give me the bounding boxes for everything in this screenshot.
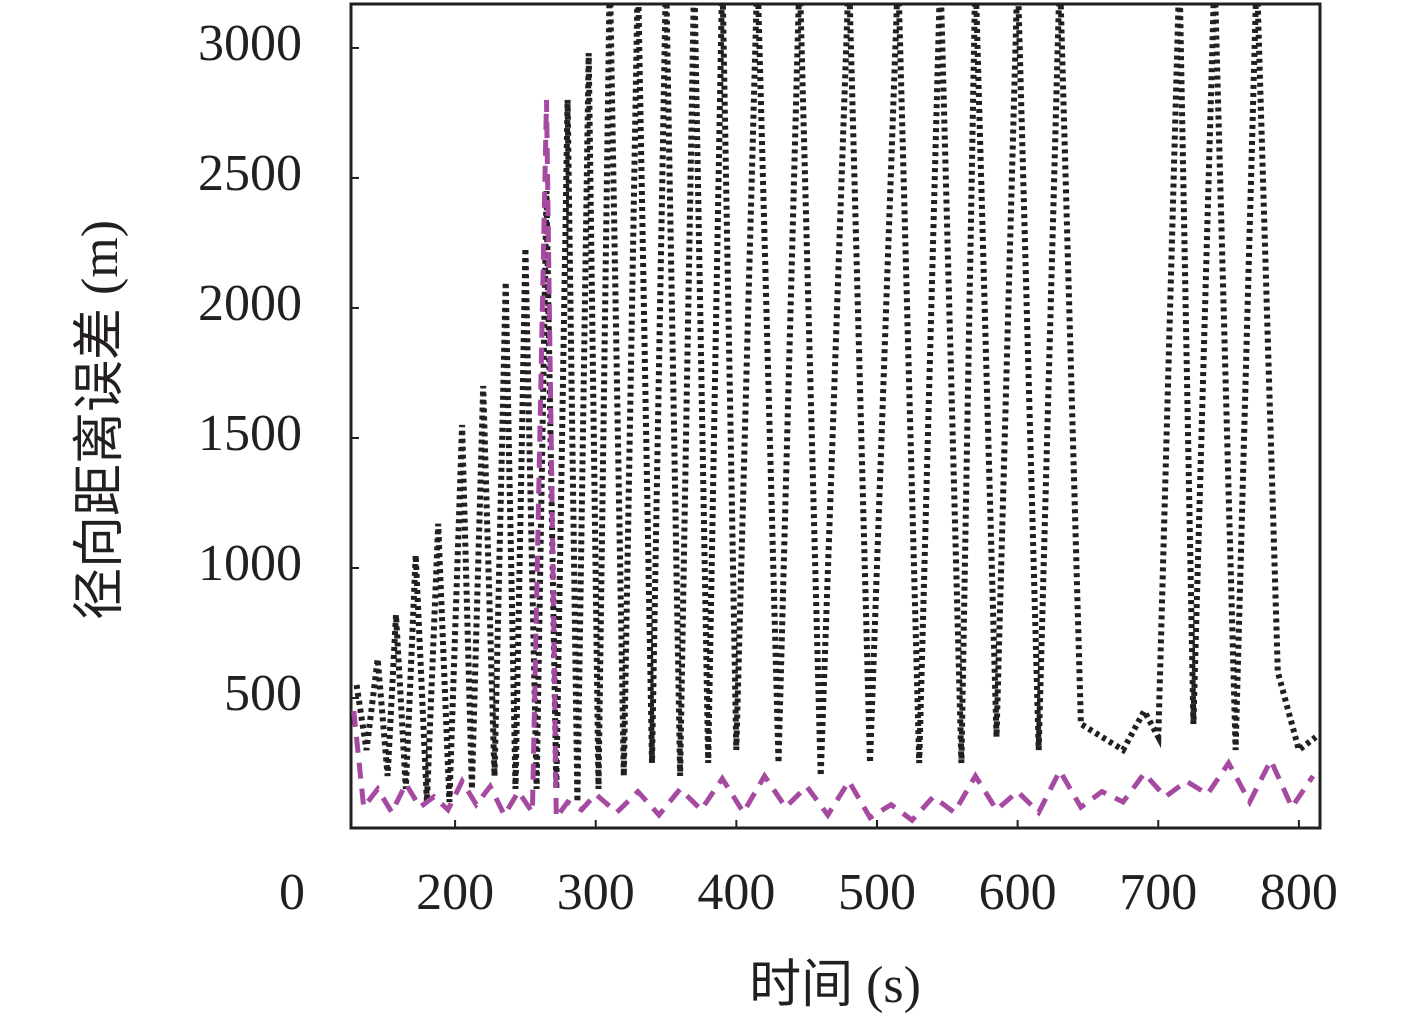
y-tick-label: 1000: [198, 535, 302, 592]
x-axis-label: 时间 (s): [749, 957, 921, 1014]
y-tick-label: 1500: [198, 405, 302, 462]
y-tick-label: 2000: [198, 275, 302, 332]
data-line: [351, 99, 1316, 826]
x-tick-label: 600: [979, 864, 1057, 921]
x-tick-label: 200: [416, 864, 494, 921]
plot-frame: [349, 2, 1322, 830]
x-tick-label: 700: [1119, 864, 1197, 921]
x-tick-label: 500: [838, 864, 916, 921]
data-line: [353, 4, 1318, 803]
x-tick-label: 300: [557, 864, 635, 921]
y-axis-label: 径向距离误差 (m): [72, 220, 129, 620]
y-tick-label: 0: [279, 864, 305, 921]
y-tick-label: 3000: [198, 15, 302, 72]
x-tick-label: 400: [697, 864, 775, 921]
y-tick-label: 500: [224, 665, 302, 722]
x-tick-label: 800: [1260, 864, 1338, 921]
y-tick-label: 2500: [198, 145, 302, 202]
